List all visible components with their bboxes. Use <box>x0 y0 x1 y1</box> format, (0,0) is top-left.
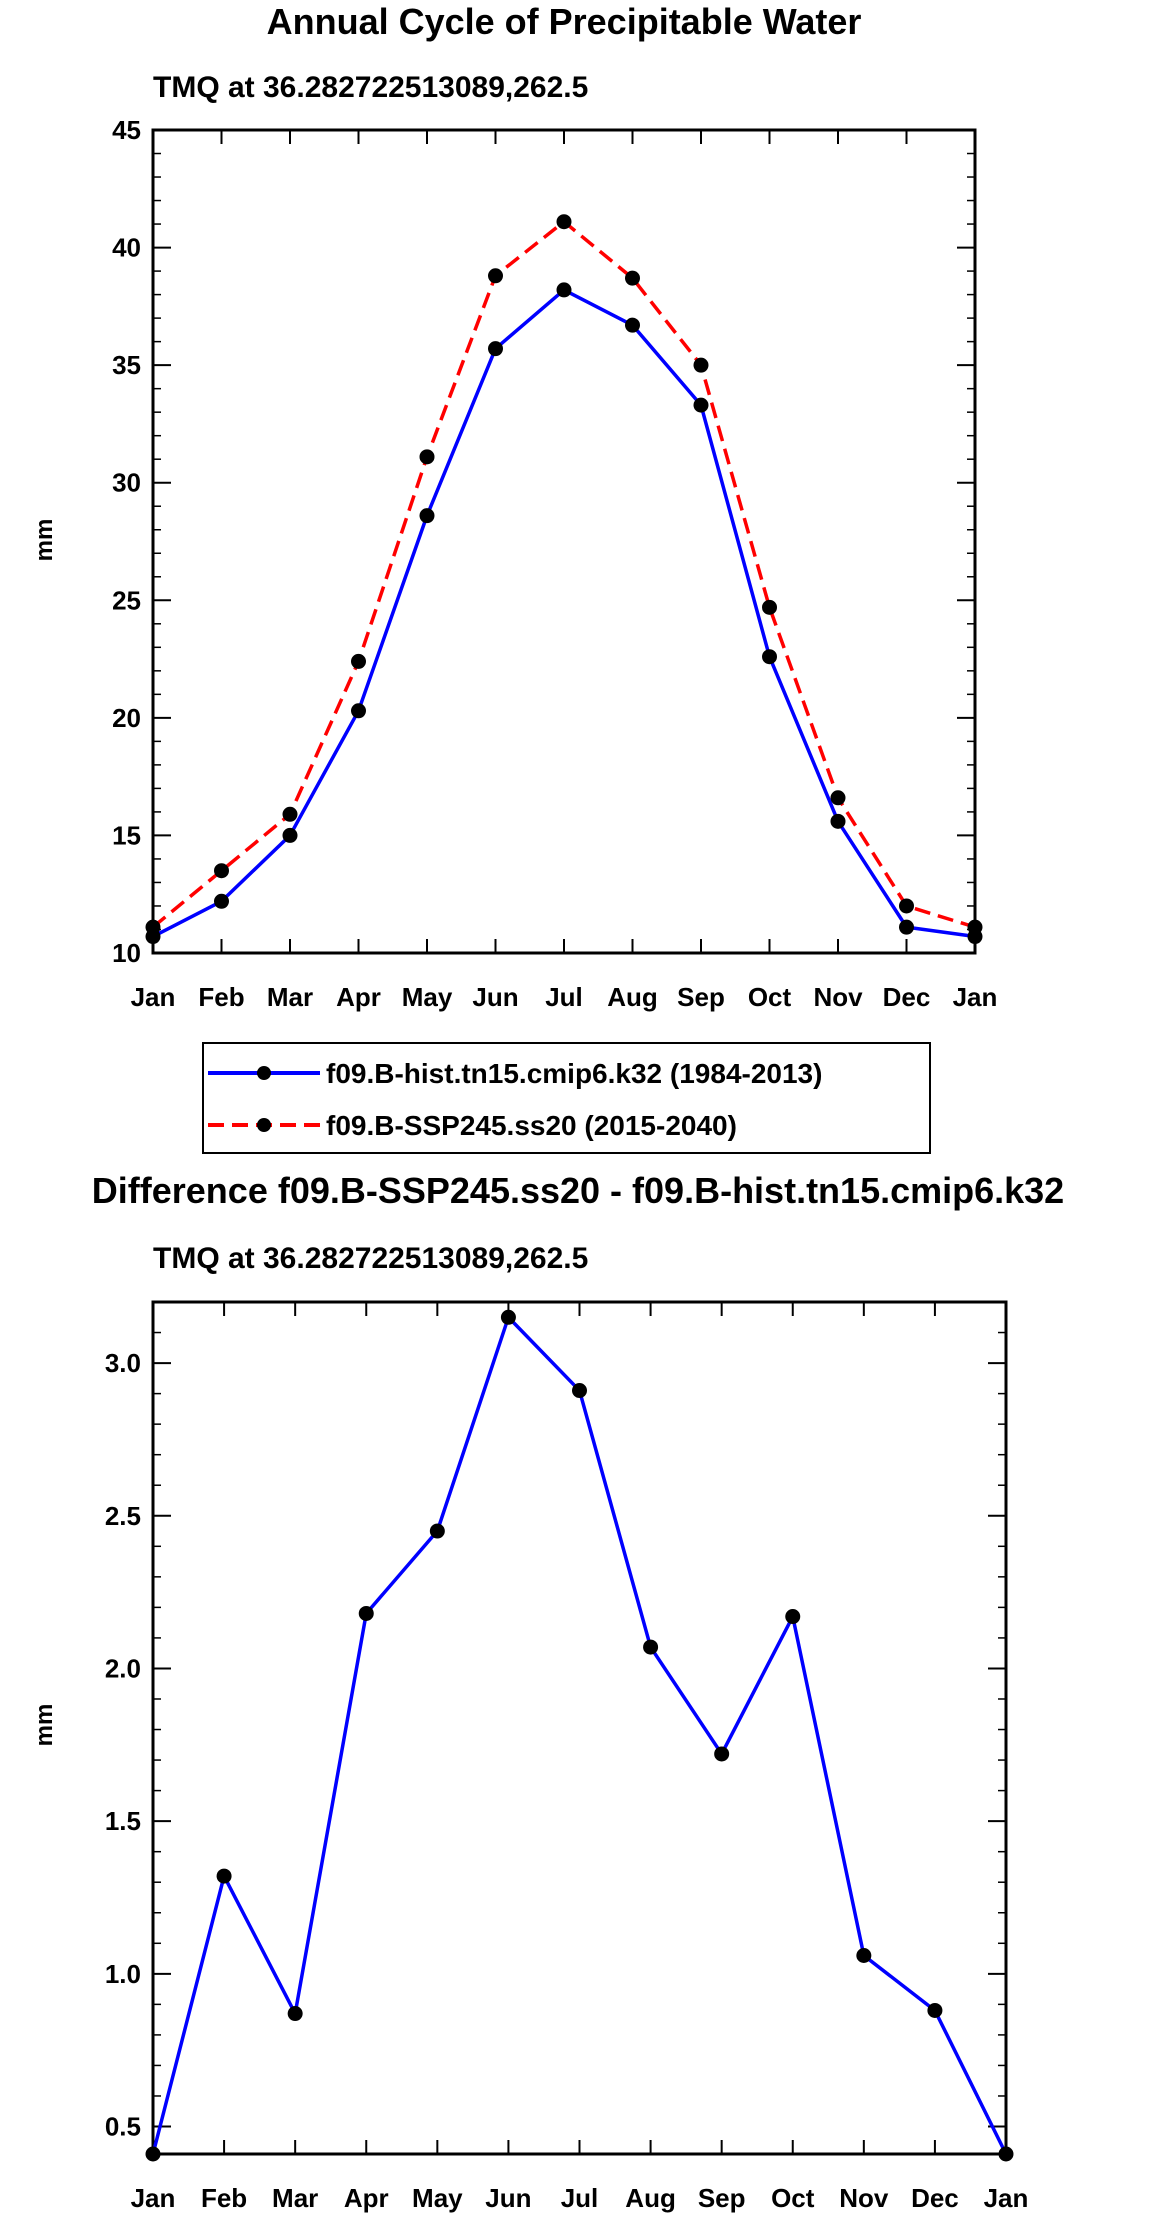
chart1-data-point <box>351 653 366 669</box>
chart2-ytick-label: 1.5 <box>105 1806 141 1836</box>
chart1-data-point <box>145 919 161 935</box>
legend-marker-ssp <box>257 1118 271 1132</box>
chart1-data-point <box>282 827 298 843</box>
chart2-data-point <box>145 2146 161 2162</box>
chart1-ytick-label: 25 <box>112 585 141 615</box>
chart2-data-point <box>429 1523 445 1539</box>
chart1-xtick-label: Nov <box>813 982 863 1012</box>
chart1-ytick-label: 35 <box>112 350 141 380</box>
chart1-ytick-label: 10 <box>112 938 141 968</box>
chart2-xtick-label: Jan <box>984 2183 1029 2213</box>
chart1-data-point <box>625 317 640 333</box>
chart2-ytick-label: 0.5 <box>105 2112 141 2142</box>
chart1-data-point <box>419 449 435 465</box>
chart1-xtick-label: Jul <box>545 982 583 1012</box>
chart2-xtick-label: Mar <box>272 2183 318 2213</box>
chart2-xtick-label: Dec <box>911 2183 959 2213</box>
chart1-data-point <box>488 268 503 284</box>
chart1-title: Annual Cycle of Precipitable Water <box>267 1 862 42</box>
chart1-xtick-label: Jan <box>131 982 176 1012</box>
chart1-data-point <box>693 357 709 373</box>
chart2-ytick-label: 3.0 <box>105 1348 141 1378</box>
chart1-data-point <box>625 270 640 286</box>
chart2-ylabel: mm <box>31 1704 58 1747</box>
chart1-data-point <box>762 599 777 615</box>
chart1-data-point <box>830 790 846 806</box>
chart1-data-point <box>899 898 914 914</box>
chart2-xtick-label: Jul <box>561 2183 599 2213</box>
chart1-legend: f09.B-hist.tn15.cmip6.k32 (1984-2013) f0… <box>202 1042 931 1154</box>
chart2-xtick-label: Sep <box>698 2183 746 2213</box>
chart2-xtick-label: Feb <box>201 2183 247 2213</box>
chart1-xtick-label: Mar <box>267 982 313 1012</box>
chart2-xtick-label: Nov <box>839 2183 889 2213</box>
chart1-xtick-label: Sep <box>677 982 725 1012</box>
chart1-xtick-label: Apr <box>336 982 381 1012</box>
chart1-data-point <box>556 282 572 298</box>
chart2-subtitle: TMQ at 36.282722513089,262.5 <box>153 1242 588 1275</box>
chart2-data-point <box>856 1948 872 1964</box>
chart1-ytick-label: 30 <box>112 468 141 498</box>
chart1-ytick-label: 45 <box>112 115 141 145</box>
chart1-data-point <box>762 649 777 665</box>
chart2-data-point <box>500 1309 516 1325</box>
chart2-xtick-label: Apr <box>344 2183 389 2213</box>
chart2-data-point <box>287 2006 303 2022</box>
chart1-data-point <box>214 863 229 879</box>
chart1-data-point <box>419 508 435 524</box>
chart1-frame <box>151 128 977 955</box>
chart1-data-point <box>488 341 503 357</box>
chart1-data-point <box>282 806 298 822</box>
chart2-xtick-label: Jun <box>485 2183 531 2213</box>
chart2-series-line-0 <box>151 1315 1008 2155</box>
chart2-ytick-label: 2.5 <box>105 1501 141 1531</box>
chart1-xtick-label: Dec <box>883 982 931 1012</box>
chart2-xtick-label: Oct <box>771 2183 815 2213</box>
chart1-ytick-label: 20 <box>112 703 141 733</box>
chart1-ytick-label: 15 <box>112 820 141 850</box>
chart2-xtick-label: Aug <box>625 2183 676 2213</box>
chart2-ytick-label: 2.0 <box>105 1653 141 1683</box>
chart2-data-point <box>714 1746 730 1762</box>
legend-label-hist: f09.B-hist.tn15.cmip6.k32 (1984-2013) <box>326 1058 822 1089</box>
chart2-data-point <box>358 1605 374 1621</box>
chart2-ytick-label: 1.0 <box>105 1959 141 1989</box>
chart1-data-point <box>214 893 229 909</box>
legend-label-ssp: f09.B-SSP245.ss20 (2015-2040) <box>326 1110 737 1141</box>
chart2-xtick-label: May <box>412 2183 463 2213</box>
chart1-xtick-label: May <box>402 982 453 1012</box>
chart1-xtick-label: Jun <box>472 982 518 1012</box>
chart2-data-point <box>785 1609 801 1625</box>
chart1-data-point <box>556 214 572 230</box>
chart1-plot-area: Jan Feb Mar Apr May Jun Jul Aug Sep Oct Nov Dec Jan 1… <box>112 115 997 1012</box>
chart1-xtick-label: Feb <box>198 982 244 1012</box>
chart2-data-point <box>927 2002 943 2018</box>
chart1-series-line-0 <box>152 288 976 939</box>
chart1-xtick-label: Oct <box>748 982 792 1012</box>
chart2-data-point <box>998 2146 1014 2162</box>
chart1-data-point <box>967 919 983 935</box>
chart1-xtick-label: Aug <box>607 982 658 1012</box>
chart1-data-point <box>693 397 709 413</box>
chart2-frame <box>151 1300 1008 2156</box>
chart2-data-point <box>572 1383 587 1399</box>
chart1-data-point <box>830 813 846 829</box>
chart1-ylabel: mm <box>31 519 58 562</box>
chart1-series-line-1 <box>151 219 976 929</box>
chart2-xtick-label: Jan <box>131 2183 176 2213</box>
chart1-xtick-label: Jan <box>953 982 998 1012</box>
chart1-data-point <box>899 919 914 935</box>
legend-box <box>202 1042 931 1154</box>
legend-marker-hist <box>257 1066 271 1080</box>
chart2-title: Difference f09.B-SSP245.ss20 - f09.B-his… <box>92 1170 1064 1211</box>
chart1-data-point <box>351 703 366 719</box>
chart1-ytick-label: 40 <box>112 233 141 263</box>
chart2-plot-area: Jan Feb Mar Apr May Jun Jul Aug Sep Oct Nov Dec Jan 0… <box>105 1300 1029 2213</box>
chart2-data-point <box>216 1868 232 1884</box>
chart1-subtitle: TMQ at 36.282722513089,262.5 <box>153 71 588 104</box>
chart2-data-point <box>643 1639 659 1655</box>
